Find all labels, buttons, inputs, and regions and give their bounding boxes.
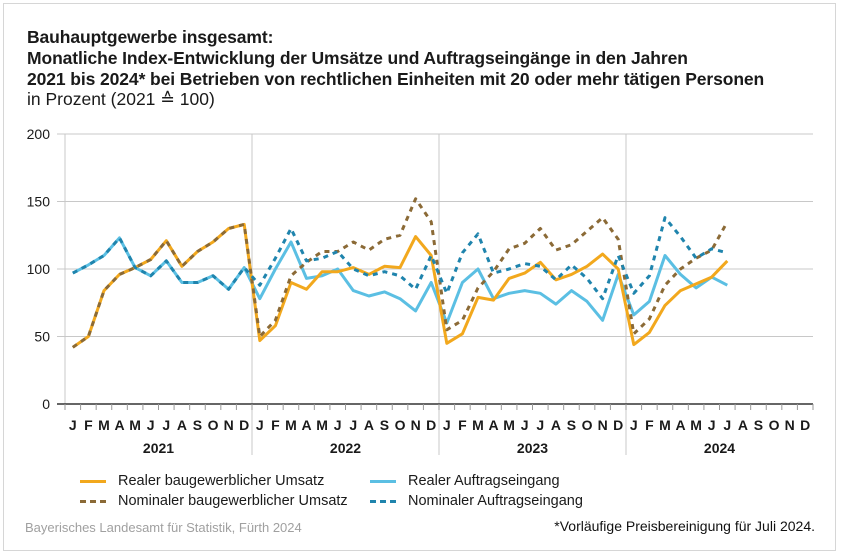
x-month-label: A bbox=[551, 417, 561, 433]
y-tick-label: 50 bbox=[34, 329, 50, 345]
x-month-label: M bbox=[690, 417, 702, 433]
chart-frame bbox=[3, 3, 836, 551]
x-year-label: 2022 bbox=[330, 440, 361, 456]
x-month-label: J bbox=[521, 417, 529, 433]
chart-title: Bauhauptgewerbe insgesamt: Monatliche In… bbox=[27, 27, 764, 90]
x-year-label: 2024 bbox=[704, 440, 735, 456]
title-line-3: 2021 bis 2024* bei Betrieben von rechtli… bbox=[27, 69, 765, 89]
legend-label: Nominaler baugewerblicher Umsatz bbox=[118, 493, 348, 509]
x-month-label: M bbox=[472, 417, 484, 433]
legend-label: Realer Auftragseingang bbox=[408, 473, 560, 489]
x-month-label: A bbox=[301, 417, 311, 433]
x-month-label: F bbox=[645, 417, 654, 433]
legend-swatch-nominal-umsatz bbox=[80, 499, 106, 503]
x-month-label: N bbox=[598, 417, 608, 433]
x-month-label: A bbox=[738, 417, 748, 433]
x-month-label: D bbox=[239, 417, 249, 433]
x-month-label: O bbox=[208, 417, 219, 433]
x-month-label: M bbox=[285, 417, 297, 433]
x-month-label: A bbox=[114, 417, 124, 433]
x-month-label: J bbox=[708, 417, 716, 433]
x-month-label: N bbox=[411, 417, 421, 433]
x-month-label: A bbox=[675, 417, 685, 433]
legend-item-real-auftrag: Realer Auftragseingang bbox=[370, 473, 560, 489]
title-line-2: Monatliche Index-Entwicklung der Umsätze… bbox=[27, 48, 688, 68]
title-line-1: Bauhauptgewerbe insgesamt: bbox=[27, 27, 274, 47]
x-month-label: O bbox=[395, 417, 406, 433]
footnote: *Vorläufige Preisbereinigung für Juli 20… bbox=[554, 518, 815, 534]
x-month-label: J bbox=[443, 417, 451, 433]
x-month-label: S bbox=[754, 417, 763, 433]
x-month-label: D bbox=[800, 417, 810, 433]
x-month-label: J bbox=[723, 417, 731, 433]
legend-label: Realer baugewerblicher Umsatz bbox=[118, 473, 325, 489]
x-month-label: D bbox=[613, 417, 623, 433]
x-year-label: 2023 bbox=[517, 440, 548, 456]
x-month-label: F bbox=[271, 417, 280, 433]
series-line-nominal-auftrag bbox=[72, 216, 728, 301]
x-month-label: N bbox=[785, 417, 795, 433]
x-month-label: J bbox=[147, 417, 155, 433]
y-tick-label: 150 bbox=[27, 194, 51, 210]
y-tick-label: 100 bbox=[27, 261, 51, 277]
x-month-label: M bbox=[503, 417, 515, 433]
x-month-label: J bbox=[69, 417, 77, 433]
x-month-label: J bbox=[630, 417, 638, 433]
x-month-label: S bbox=[193, 417, 202, 433]
x-month-label: J bbox=[349, 417, 357, 433]
x-month-label: F bbox=[84, 417, 93, 433]
x-month-label: N bbox=[224, 417, 234, 433]
x-month-label: F bbox=[458, 417, 467, 433]
x-month-label: S bbox=[567, 417, 576, 433]
legend-item-nominal-auftrag: Nominaler Auftragseingang bbox=[370, 493, 583, 509]
x-month-label: A bbox=[177, 417, 187, 433]
x-month-label: M bbox=[659, 417, 671, 433]
x-year-label: 2021 bbox=[143, 440, 174, 456]
source-note: Bayerisches Landesamt für Statistik, Für… bbox=[25, 520, 302, 535]
x-month-label: J bbox=[256, 417, 264, 433]
x-month-label: M bbox=[316, 417, 328, 433]
legend-swatch-real-auftrag bbox=[370, 479, 396, 483]
x-month-label: A bbox=[364, 417, 374, 433]
x-month-label: M bbox=[98, 417, 110, 433]
chart-subtitle: in Prozent (2021 ≙ 100) bbox=[27, 89, 215, 109]
x-month-label: J bbox=[334, 417, 342, 433]
x-month-label: J bbox=[536, 417, 544, 433]
x-month-label: A bbox=[488, 417, 498, 433]
y-tick-label: 200 bbox=[27, 126, 51, 142]
legend-item-nominal-umsatz: Nominaler baugewerblicher Umsatz bbox=[80, 493, 348, 509]
legend-label: Nominaler Auftragseingang bbox=[408, 493, 583, 509]
y-tick-label: 0 bbox=[42, 396, 50, 412]
legend-item-real-umsatz: Realer baugewerblicher Umsatz bbox=[80, 473, 324, 489]
x-month-label: J bbox=[162, 417, 170, 433]
legend-swatch-real-umsatz bbox=[80, 479, 106, 483]
x-month-label: O bbox=[769, 417, 780, 433]
x-month-label: M bbox=[129, 417, 141, 433]
x-month-label: D bbox=[426, 417, 436, 433]
x-month-label: O bbox=[582, 417, 593, 433]
legend-swatch-nominal-auftrag bbox=[370, 499, 396, 503]
x-month-label: S bbox=[380, 417, 389, 433]
